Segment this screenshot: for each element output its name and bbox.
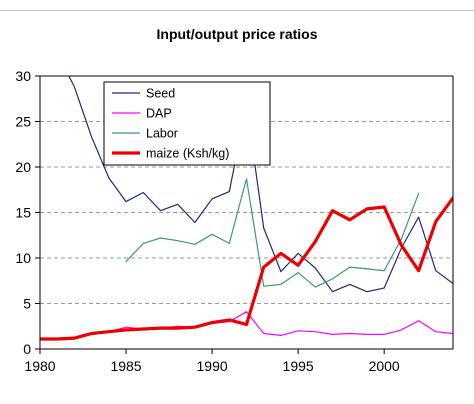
y-tick-label-5: 5 <box>23 296 31 312</box>
legend-label-dap: DAP <box>146 107 172 121</box>
series-line-seed <box>68 76 453 293</box>
legend-label-seed: Seed <box>146 87 175 101</box>
legend: Seed DAP Labor maize (Ksh/kg) <box>103 81 271 166</box>
y-tick-label-25: 25 <box>15 114 31 130</box>
chart-title: Input/output price ratios <box>157 26 318 42</box>
y-tick-label-15: 15 <box>15 205 31 221</box>
x-axis: 1980 1985 1990 1995 2000 <box>24 349 400 374</box>
legend-label-labor: Labor <box>146 127 178 141</box>
series-lines <box>40 76 453 341</box>
y-tick-label-20: 20 <box>15 159 31 175</box>
x-tick-label-1990: 1990 <box>197 358 228 374</box>
x-tick-label-1985: 1985 <box>110 358 141 374</box>
legend-box <box>103 81 271 166</box>
x-tick-label-2000: 2000 <box>369 358 400 374</box>
legend-label-maize: maize (Ksh/kg) <box>146 147 229 161</box>
y-tick-label-10: 10 <box>15 250 31 266</box>
series-line-labor <box>125 178 420 288</box>
y-tick-label-30: 30 <box>15 68 31 84</box>
series-line-maize-ksh-kg <box>40 196 453 341</box>
x-tick-label-1995: 1995 <box>283 358 314 374</box>
x-tick-label-1980: 1980 <box>24 358 55 374</box>
y-axis: 0 5 10 15 20 25 30 <box>15 68 40 357</box>
y-tick-label-0: 0 <box>23 341 31 357</box>
